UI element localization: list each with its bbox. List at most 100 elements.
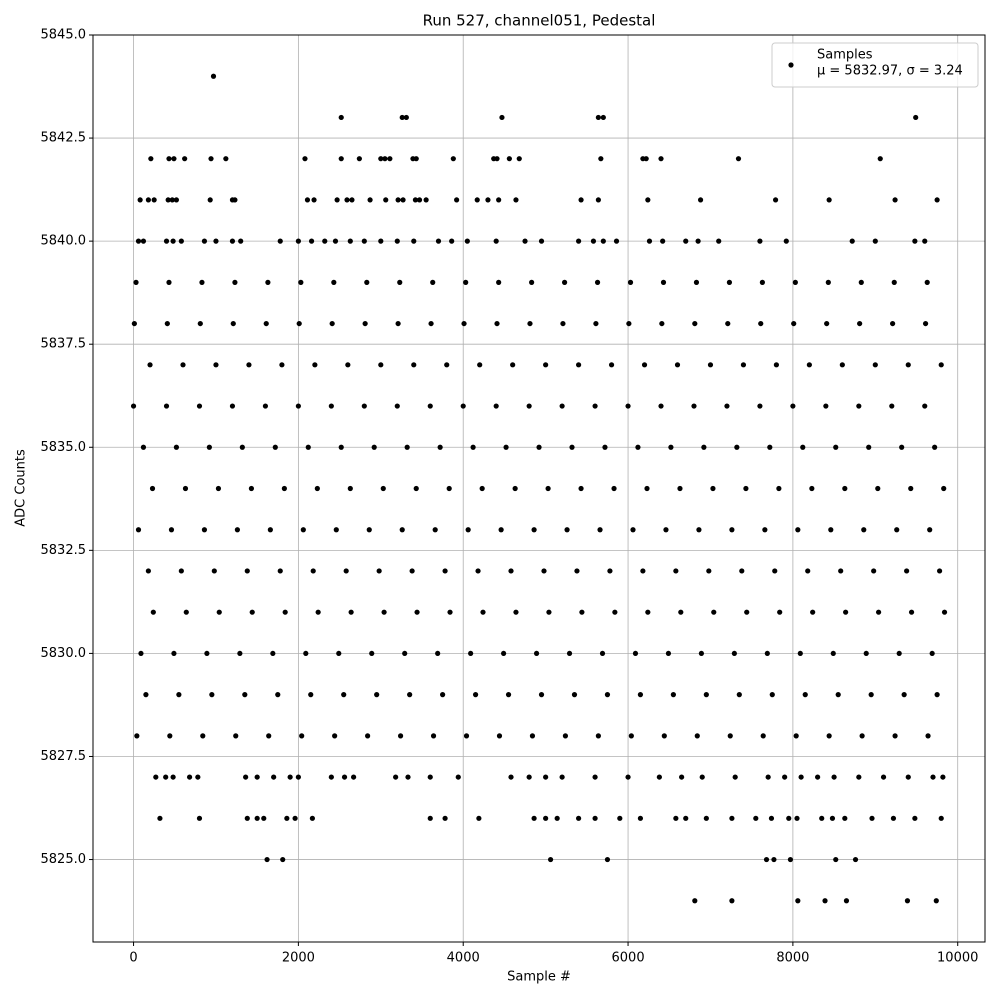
chart-title: Run 527, channel051, Pedestal xyxy=(423,12,656,30)
point xyxy=(579,609,585,615)
point xyxy=(564,527,570,533)
point xyxy=(305,444,311,450)
point xyxy=(767,444,773,450)
point xyxy=(171,156,177,162)
y-tick-label: 5825.0 xyxy=(41,852,87,867)
point xyxy=(706,568,712,574)
point xyxy=(800,444,806,450)
point xyxy=(760,733,766,739)
point xyxy=(762,527,768,533)
point xyxy=(223,156,229,162)
point xyxy=(791,320,797,327)
point xyxy=(794,815,800,821)
point xyxy=(554,815,560,821)
point xyxy=(186,774,193,780)
point xyxy=(213,362,219,368)
point xyxy=(701,444,707,450)
point xyxy=(758,320,764,327)
point xyxy=(464,238,470,244)
point xyxy=(494,156,500,162)
point xyxy=(696,527,702,533)
point xyxy=(195,774,201,780)
point xyxy=(569,444,575,450)
point xyxy=(908,485,914,492)
point xyxy=(296,320,302,327)
point xyxy=(150,609,156,615)
point xyxy=(470,444,476,450)
x-tick-label: 0 xyxy=(129,951,137,966)
point xyxy=(625,403,631,409)
point xyxy=(765,774,771,780)
point xyxy=(829,815,836,821)
point xyxy=(480,609,486,615)
point xyxy=(427,774,433,780)
point xyxy=(414,609,420,615)
point xyxy=(463,733,470,739)
point xyxy=(905,774,911,780)
point xyxy=(312,362,318,368)
point xyxy=(838,568,844,574)
point xyxy=(442,815,448,821)
point xyxy=(831,774,837,780)
point xyxy=(763,856,770,863)
point xyxy=(531,815,537,821)
point xyxy=(393,774,399,780)
point xyxy=(302,156,308,162)
point xyxy=(699,774,705,780)
point xyxy=(660,238,666,244)
point xyxy=(806,362,812,368)
point xyxy=(802,692,808,698)
point xyxy=(427,403,433,409)
point xyxy=(432,527,438,533)
point xyxy=(138,650,144,657)
point xyxy=(442,568,448,574)
point xyxy=(506,156,512,162)
point xyxy=(665,650,672,657)
point xyxy=(196,815,203,821)
point xyxy=(710,485,716,492)
point xyxy=(825,279,831,285)
point xyxy=(496,279,502,285)
point xyxy=(527,320,533,327)
point xyxy=(578,485,584,492)
point xyxy=(199,279,205,285)
point xyxy=(913,114,919,121)
point xyxy=(769,692,775,698)
point xyxy=(163,403,170,409)
point xyxy=(387,156,393,162)
point xyxy=(366,527,372,533)
point xyxy=(729,898,735,904)
point xyxy=(449,238,455,244)
point xyxy=(727,733,733,739)
point xyxy=(922,320,929,327)
point xyxy=(529,733,536,739)
point xyxy=(739,568,745,574)
point xyxy=(863,650,869,657)
point xyxy=(332,733,338,739)
y-tick-label: 5845.0 xyxy=(41,28,87,43)
point xyxy=(176,692,182,698)
point xyxy=(404,444,410,450)
point xyxy=(660,279,667,285)
point xyxy=(576,815,582,821)
point xyxy=(773,362,780,368)
point xyxy=(663,527,669,533)
point xyxy=(547,856,554,863)
point xyxy=(592,403,598,409)
point xyxy=(566,650,573,657)
point xyxy=(435,650,441,657)
point xyxy=(210,73,217,79)
point xyxy=(367,197,373,203)
point xyxy=(861,527,867,533)
point xyxy=(890,815,897,821)
point xyxy=(168,527,175,533)
point xyxy=(595,733,601,739)
point xyxy=(440,692,446,698)
point xyxy=(729,527,735,533)
point xyxy=(641,362,648,368)
point xyxy=(265,279,271,285)
point xyxy=(632,650,639,657)
point xyxy=(595,197,601,203)
point xyxy=(200,733,206,739)
